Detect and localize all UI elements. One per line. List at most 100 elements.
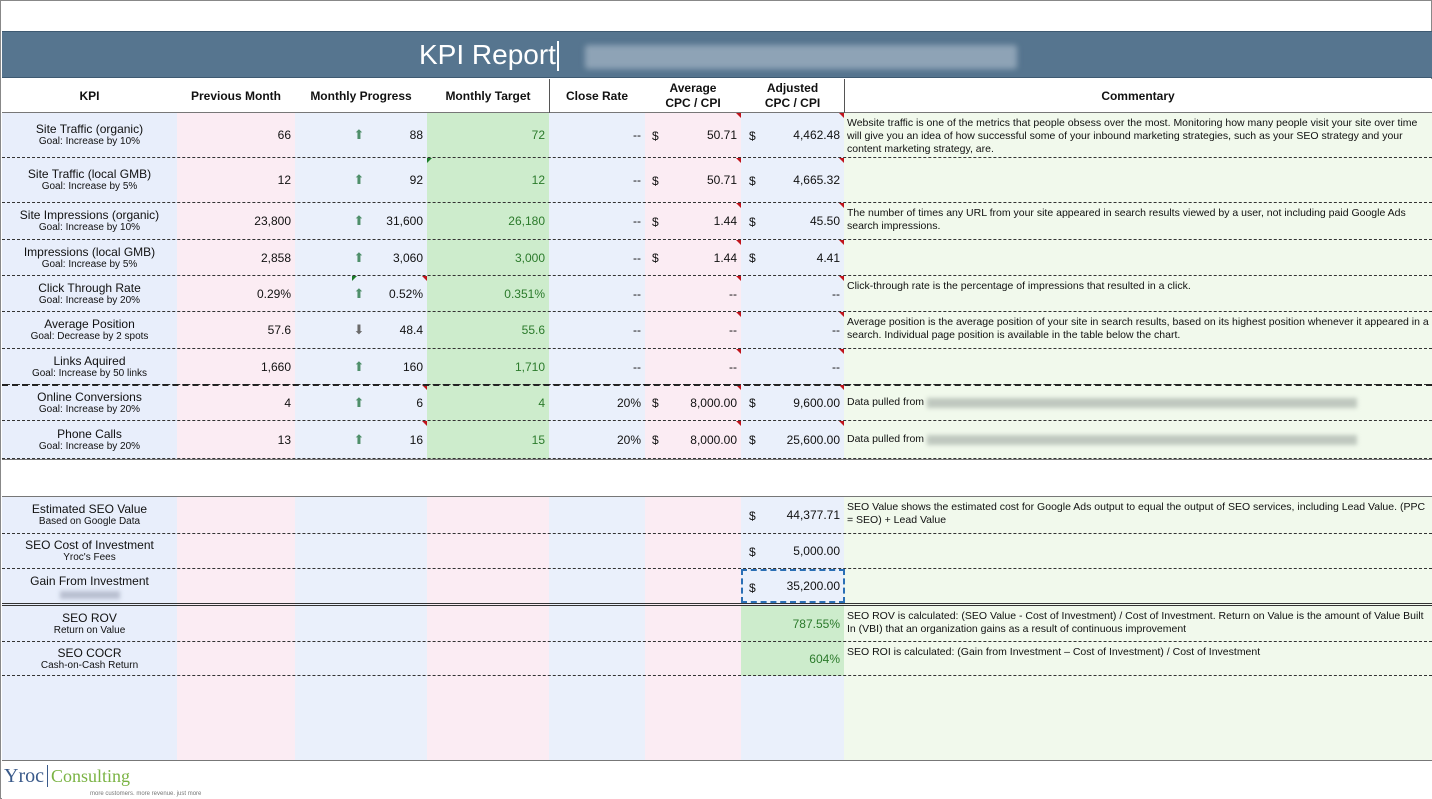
summary-value-cell[interactable]: 787.55% [792,616,840,631]
close-rate-cell[interactable]: -- [633,359,641,374]
commentary-cell[interactable] [847,158,1432,202]
close-rate-cell[interactable]: -- [633,173,641,187]
commentary-cell[interactable] [847,534,1432,568]
commentary-cell[interactable] [847,349,1432,384]
average-cpc-cell[interactable]: 8,000.00 [690,395,737,410]
previous-month-cell[interactable]: 12 [277,173,291,187]
summary-label-cell[interactable]: Gain From Investment [2,569,177,603]
header-monthly-target[interactable]: Monthly Target [445,88,531,103]
average-cpc-cell[interactable]: 8,000.00 [690,432,737,447]
monthly-target-cell[interactable]: 4 [538,395,545,410]
header-commentary[interactable]: Commentary [1101,88,1175,103]
previous-month-cell[interactable]: 1,660 [260,359,291,374]
kpi-cell[interactable]: Online Conversions Goal: Increase by 20% [2,385,177,420]
redacted-source [927,434,1358,445]
commentary-cell[interactable]: Website traffic is one of the metrics th… [847,113,1432,157]
close-rate-cell[interactable]: 20% [616,395,641,410]
close-rate-cell[interactable]: 20% [616,432,641,447]
summary-value-cell[interactable]: 604% [809,651,840,666]
commentary-cell[interactable]: The number of times any URL from your si… [847,203,1432,239]
kpi-cell[interactable]: Average Position Goal: Decrease by 2 spot… [2,312,177,348]
adjusted-cpc-cell[interactable]: 4.41 [816,250,840,265]
commentary-cell[interactable]: SEO ROV is calculated: (SEO Value - Cost… [847,606,1432,641]
commentary-cell[interactable]: Click-through rate is the percentage of … [847,276,1432,311]
header-previous-month[interactable]: Previous Month [190,88,281,103]
header-average-cpc[interactable]: Average CPC / CPI [645,79,741,113]
monthly-progress-cell[interactable]: 0.52% [388,286,423,301]
monthly-progress-cell[interactable]: 3,060 [392,250,423,265]
commentary-cell[interactable]: Data pulled from [847,385,1432,420]
close-rate-cell[interactable]: -- [633,286,641,301]
monthly-target-cell[interactable]: 26,180 [508,214,545,228]
adjusted-cpc-cell[interactable]: -- [832,286,840,301]
monthly-target-cell[interactable]: 55.6 [521,323,545,337]
previous-month-cell[interactable]: 13 [277,432,291,447]
commentary-cell[interactable] [847,569,1432,603]
summary-value-cell[interactable]: 44,377.71 [786,508,840,522]
monthly-target-cell[interactable]: 1,710 [514,359,545,374]
monthly-progress-cell[interactable]: 92 [409,173,423,187]
header-kpi[interactable]: KPI [79,88,100,103]
avg-dollar-sign: $ [652,433,659,447]
kpi-cell[interactable]: Impressions (local GMB) Goal: Increase by… [2,240,177,275]
kpi-cell[interactable]: Site Traffic (organic) Goal: Increase by … [2,113,177,157]
average-cpc-cell[interactable]: 1.44 [713,250,737,265]
monthly-progress-cell[interactable]: 88 [409,128,423,142]
monthly-progress-cell[interactable]: 16 [409,432,423,447]
yroc-logo[interactable]: Yroc Consulting [4,765,130,788]
monthly-target-cell[interactable]: 0.351% [504,286,545,301]
previous-month-cell[interactable]: 0.29% [256,286,291,301]
close-rate-cell[interactable]: -- [633,214,641,228]
summary-value-cell[interactable]: 35,200.00 [786,579,840,593]
monthly-target-cell[interactable]: 12 [531,173,545,187]
commentary-cell[interactable]: SEO ROI is calculated: (Gain from Invest… [847,642,1432,675]
average-cpc-cell[interactable]: -- [729,286,737,301]
average-cpc-cell[interactable]: 50.71 [706,173,737,187]
previous-month-cell[interactable]: 66 [277,128,291,142]
comment-indicator-icon [736,276,741,281]
close-rate-cell[interactable]: -- [633,128,641,142]
summary-value-cell[interactable]: 5,000.00 [793,544,840,558]
monthly-target-cell[interactable]: 3,000 [514,250,545,265]
monthly-progress-cell[interactable]: 48.4 [399,323,423,337]
average-cpc-cell[interactable]: 1.44 [713,214,737,228]
adjusted-cpc-cell[interactable]: -- [832,323,840,337]
summary-label-cell[interactable]: Estimated SEO Value Based on Google Data [2,497,177,533]
kpi-cell[interactable]: Phone Calls Goal: Increase by 20% [2,421,177,458]
header-monthly-progress[interactable]: Monthly Progress [310,88,412,103]
adjusted-cpc-cell[interactable]: 25,600.00 [786,432,840,447]
summary-label-cell[interactable]: SEO ROV Return on Value [2,606,177,641]
commentary-cell[interactable]: SEO Value shows the estimated cost for G… [847,497,1432,533]
commentary-cell[interactable]: Average position is the average position… [847,312,1432,348]
commentary-cell[interactable] [847,240,1432,275]
average-cpc-cell[interactable]: 50.71 [706,128,737,142]
previous-month-cell[interactable]: 4 [284,395,291,410]
monthly-progress-cell[interactable]: 6 [416,395,423,410]
monthly-target-cell[interactable]: 15 [531,432,545,447]
adjusted-cpc-cell[interactable]: -- [832,359,840,374]
kpi-cell[interactable]: Site Impressions (organic) Goal: Increase… [2,203,177,239]
monthly-target-cell[interactable]: 72 [531,128,545,142]
previous-month-cell[interactable]: 23,800 [254,214,291,228]
monthly-progress-cell[interactable]: 160 [402,359,423,374]
close-rate-cell[interactable]: -- [633,323,641,337]
monthly-progress-cell[interactable]: 31,600 [386,214,423,228]
adjusted-cpc-cell[interactable]: 4,665.32 [793,173,840,187]
average-cpc-cell[interactable]: -- [729,323,737,337]
previous-month-cell[interactable]: 57.6 [267,323,291,337]
average-cpc-cell[interactable]: -- [729,359,737,374]
adjusted-cpc-cell[interactable]: 9,600.00 [793,395,840,410]
summary-label-cell[interactable]: SEO Cost of Investment Yroc's Fees [2,534,177,568]
summary-label-cell[interactable]: SEO COCR Cash-on-Cash Return [2,642,177,675]
close-rate-cell[interactable]: -- [633,250,641,265]
kpi-cell[interactable]: Site Traffic (local GMB) Goal: Increase b… [2,158,177,202]
kpi-cell[interactable]: Click Through Rate Goal: Increase by 20% [2,276,177,311]
comment-indicator-icon [736,349,741,354]
header-adjusted-cpc[interactable]: Adjusted CPC / CPI [741,79,844,113]
adjusted-cpc-cell[interactable]: 4,462.48 [793,128,840,142]
previous-month-cell[interactable]: 2,858 [260,250,291,265]
commentary-cell[interactable]: Data pulled from [847,421,1432,458]
adjusted-cpc-cell[interactable]: 45.50 [809,214,840,228]
header-close-rate[interactable]: Close Rate [565,88,629,103]
kpi-cell[interactable]: Links Aquired Goal: Increase by 50 links [2,349,177,384]
